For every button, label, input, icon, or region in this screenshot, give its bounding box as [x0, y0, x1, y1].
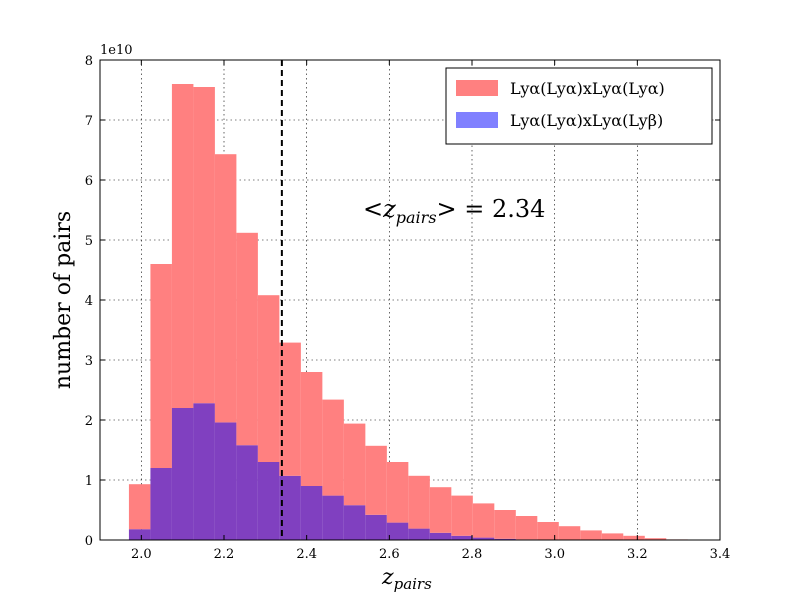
- x-tick-label: 3.0: [544, 547, 565, 562]
- bar-lya-lya: [128, 484, 151, 530]
- bar-lya-lya: [236, 232, 258, 446]
- y-tick-label: 0: [85, 534, 93, 549]
- legend-entry: Lyα(Lyα)xLyα(Lyα): [510, 79, 665, 98]
- bar-lya-lya: [386, 462, 409, 523]
- bar-overlap: [386, 522, 409, 540]
- bar-lya-lya: [558, 526, 581, 540]
- mean-annotation: <zpairs> = 2.34: [363, 195, 545, 227]
- bar-lya-lya: [279, 342, 301, 476]
- bar-overlap: [214, 422, 237, 540]
- bar-overlap: [365, 514, 387, 540]
- bar-overlap: [150, 468, 172, 540]
- bar-overlap: [279, 475, 301, 540]
- bar-overlap: [494, 538, 516, 540]
- bar-overlap: [408, 528, 430, 540]
- bar-lya-lya: [150, 264, 172, 468]
- bar-lya-lya: [429, 487, 452, 533]
- x-axis-label: zpairs: [381, 565, 432, 593]
- histogram-bars: [128, 84, 688, 540]
- bar-overlap: [171, 408, 194, 540]
- bar-lya-lya: [257, 295, 280, 462]
- bar-overlap: [451, 535, 473, 540]
- bar-lya-lya: [322, 399, 344, 496]
- bar-overlap: [343, 505, 366, 540]
- y-tick-label: 5: [85, 234, 93, 249]
- bar-lya-lya: [494, 510, 516, 539]
- x-tick-label: 2.0: [131, 547, 152, 562]
- bar-lya-lya: [408, 475, 430, 529]
- bar-lya-lya: [193, 87, 215, 404]
- y-axis-label: number of pairs: [51, 211, 76, 389]
- bar-lya-lya: [644, 538, 667, 540]
- bar-lya-lya: [214, 154, 237, 423]
- bar-overlap: [257, 462, 280, 540]
- y-tick-label: 4: [85, 294, 93, 309]
- y-tick-label: 8: [85, 54, 93, 69]
- bar-lya-lya: [537, 522, 559, 540]
- bar-overlap: [300, 486, 323, 540]
- x-tick-label: 2.6: [379, 547, 400, 562]
- legend-swatch: [456, 112, 498, 128]
- bar-lya-lya: [171, 84, 194, 408]
- legend-entry: Lyα(Lyα)xLyα(Lyβ): [510, 111, 663, 130]
- bar-overlap: [128, 529, 151, 540]
- legend-swatch: [456, 80, 498, 96]
- bar-overlap: [236, 445, 258, 540]
- y-tick-label: 1: [85, 474, 93, 489]
- y-tick-label: 3: [85, 354, 93, 369]
- y-tick-label: 6: [85, 174, 93, 189]
- bar-lya-lya: [580, 530, 602, 540]
- bar-lya-lya: [451, 495, 473, 536]
- bar-overlap: [322, 495, 344, 540]
- x-tick-label: 2.8: [462, 547, 483, 562]
- legend: Lyα(Lyα)xLyα(Lyα) Lyα(Lyα)xLyα(Lyβ): [445, 67, 713, 145]
- bar-lya-lya: [623, 535, 645, 540]
- x-tick-label: 2.2: [214, 547, 235, 562]
- y-tick-label: 2: [85, 414, 93, 429]
- x-tick-label: 3.4: [710, 547, 731, 562]
- bar-lya-lya: [300, 372, 323, 486]
- x-tick-label: 3.2: [627, 547, 648, 562]
- bar-overlap: [193, 403, 215, 540]
- bar-lya-lya: [515, 516, 538, 540]
- bar-overlap: [429, 532, 452, 540]
- bar-lya-lya: [472, 503, 495, 538]
- bar-overlap: [472, 537, 495, 540]
- x-tick-label: 2.4: [296, 547, 317, 562]
- bar-lya-lya: [601, 533, 624, 540]
- y-tick-label: 7: [85, 114, 93, 129]
- bar-lya-lya: [343, 423, 366, 506]
- y-offset-label: 1e10: [100, 43, 133, 58]
- ticks: 2.0 2.2 2.4 2.6 2.8 3.0 3.2 3.4 0 1 2 3 4 5 6 7 8: [85, 54, 731, 562]
- bar-lya-lya: [365, 445, 387, 515]
